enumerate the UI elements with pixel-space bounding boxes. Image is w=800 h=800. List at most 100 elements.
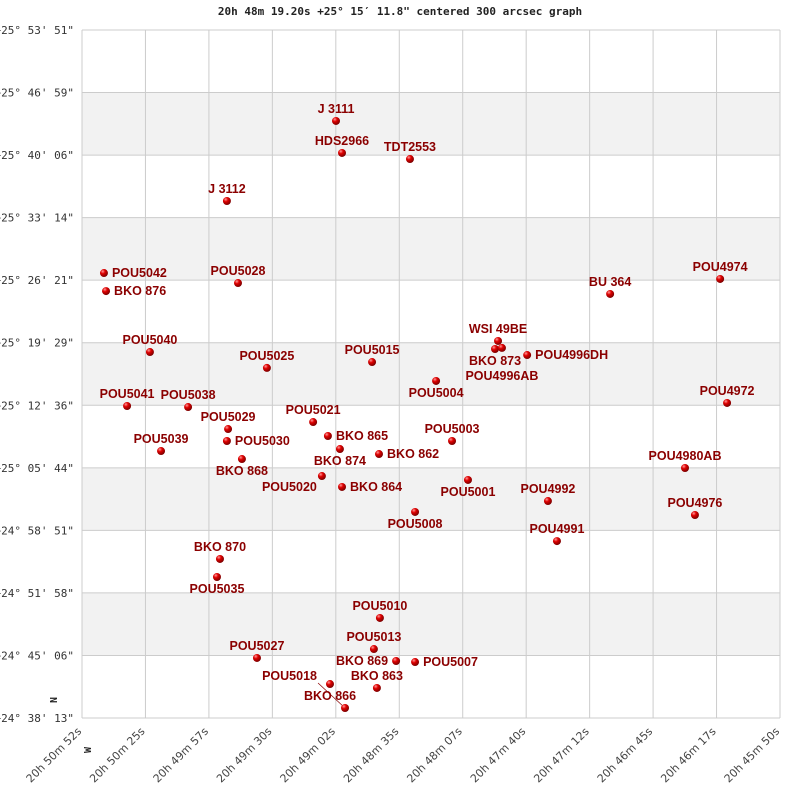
star-marker — [252, 653, 261, 662]
star-marker — [369, 645, 378, 654]
star-marker — [102, 287, 111, 296]
star-marker — [411, 658, 420, 667]
star-marker — [368, 358, 377, 367]
star-marker — [392, 656, 401, 665]
label-leader-line — [317, 682, 346, 709]
star-marker — [99, 269, 108, 278]
x-tick-label: 20h 47m 12s — [531, 725, 592, 786]
x-tick-label: 20h 48m 07s — [404, 725, 465, 786]
star-marker — [215, 554, 224, 563]
star-marker — [123, 401, 132, 410]
star-label: BKO 873 — [469, 354, 521, 368]
star-marker — [222, 437, 231, 446]
star-label: BU 364 — [589, 275, 631, 289]
star-label: POU5025 — [239, 349, 294, 363]
star-marker — [222, 197, 231, 206]
star-marker — [606, 289, 615, 298]
star-label: BKO 864 — [350, 480, 402, 494]
star-marker — [723, 398, 732, 407]
y-tick-label: +25° 12' 36" — [0, 399, 74, 412]
star-label: BKO 870 — [194, 540, 246, 554]
star-marker — [157, 447, 166, 456]
star-label: POU5028 — [211, 264, 266, 278]
y-tick-label: +25° 05' 44" — [0, 462, 74, 475]
x-tick-label: 20h 49m 30s — [214, 725, 275, 786]
star-label: HDS2966 — [315, 134, 369, 148]
star-marker — [497, 343, 506, 352]
west-label: W — [83, 746, 94, 753]
y-tick-label: +25° 53' 51" — [0, 24, 74, 37]
star-marker — [448, 437, 457, 446]
star-label: POU5038 — [161, 388, 216, 402]
star-marker — [338, 482, 347, 491]
star-label: POU4974 — [693, 260, 748, 274]
grid-band — [82, 467, 780, 531]
star-marker — [335, 445, 344, 454]
star-label: POU5013 — [346, 630, 401, 644]
star-marker — [325, 680, 334, 689]
y-tick-label: +24° 51' 58" — [0, 587, 74, 600]
star-label: BKO 868 — [216, 464, 268, 478]
star-label: POU5004 — [409, 386, 464, 400]
star-label: POU5010 — [352, 599, 407, 613]
star-marker — [338, 148, 347, 157]
star-label: POU5021 — [286, 403, 341, 417]
star-label: POU5018 — [262, 669, 317, 683]
star-marker — [234, 279, 243, 288]
x-tick-label: 20h 49m 02s — [278, 725, 339, 786]
star-marker — [332, 116, 341, 125]
star-marker — [494, 336, 503, 345]
star-marker — [309, 418, 318, 427]
star-label: POU4992 — [520, 482, 575, 496]
x-tick-label: 20h 50m 25s — [87, 725, 148, 786]
star-label: POU5041 — [100, 387, 155, 401]
star-label: POU5029 — [201, 410, 256, 424]
star-marker — [224, 425, 233, 434]
x-tick-label: 20h 45m 50s — [722, 725, 783, 786]
star-label: BKO 869 — [336, 654, 388, 668]
star-marker — [716, 274, 725, 283]
star-marker — [374, 450, 383, 459]
star-marker — [372, 683, 381, 692]
star-marker — [237, 455, 246, 464]
star-marker — [523, 351, 532, 360]
star-label: BKO 876 — [114, 284, 166, 298]
star-marker — [543, 497, 552, 506]
x-tick-label: 20h 46m 17s — [658, 725, 719, 786]
star-marker — [690, 510, 699, 519]
star-label: POU5001 — [441, 485, 496, 499]
grid-band — [82, 217, 780, 281]
x-tick-label: 20h 50m 52s — [24, 725, 85, 786]
star-label: POU5035 — [190, 582, 245, 596]
star-label: POU5003 — [425, 422, 480, 436]
star-marker — [341, 703, 350, 712]
star-marker — [681, 463, 690, 472]
star-label: POU4972 — [700, 384, 755, 398]
star-marker — [491, 344, 500, 353]
star-label: POU5015 — [345, 343, 400, 357]
star-label: POU5027 — [230, 639, 285, 653]
star-label: TDT2553 — [384, 140, 436, 154]
star-label: BKO 866 — [304, 689, 356, 703]
star-marker — [463, 475, 472, 484]
x-tick-label: 20h 47m 40s — [468, 725, 529, 786]
star-label: POU5008 — [388, 517, 443, 531]
star-label: POU4991 — [530, 522, 585, 536]
y-tick-label: +25° 46' 59" — [0, 87, 74, 100]
star-marker — [323, 432, 332, 441]
star-label: POU4976 — [667, 496, 722, 510]
star-marker — [212, 573, 221, 582]
star-label: POU5039 — [134, 432, 189, 446]
y-tick-label: +25° 33' 14" — [0, 212, 74, 225]
star-marker — [411, 507, 420, 516]
star-marker — [317, 472, 326, 481]
star-label: POU5020 — [262, 480, 317, 494]
star-marker — [262, 363, 271, 372]
star-label: BKO 862 — [387, 447, 439, 461]
star-marker — [432, 376, 441, 385]
star-label: BKO 874 — [314, 454, 366, 468]
grid-band — [82, 592, 780, 656]
x-tick-label: 20h 46m 45s — [595, 725, 656, 786]
chart-title: 20h 48m 19.20s +25° 15′ 11.8" centered 3… — [217, 5, 583, 18]
